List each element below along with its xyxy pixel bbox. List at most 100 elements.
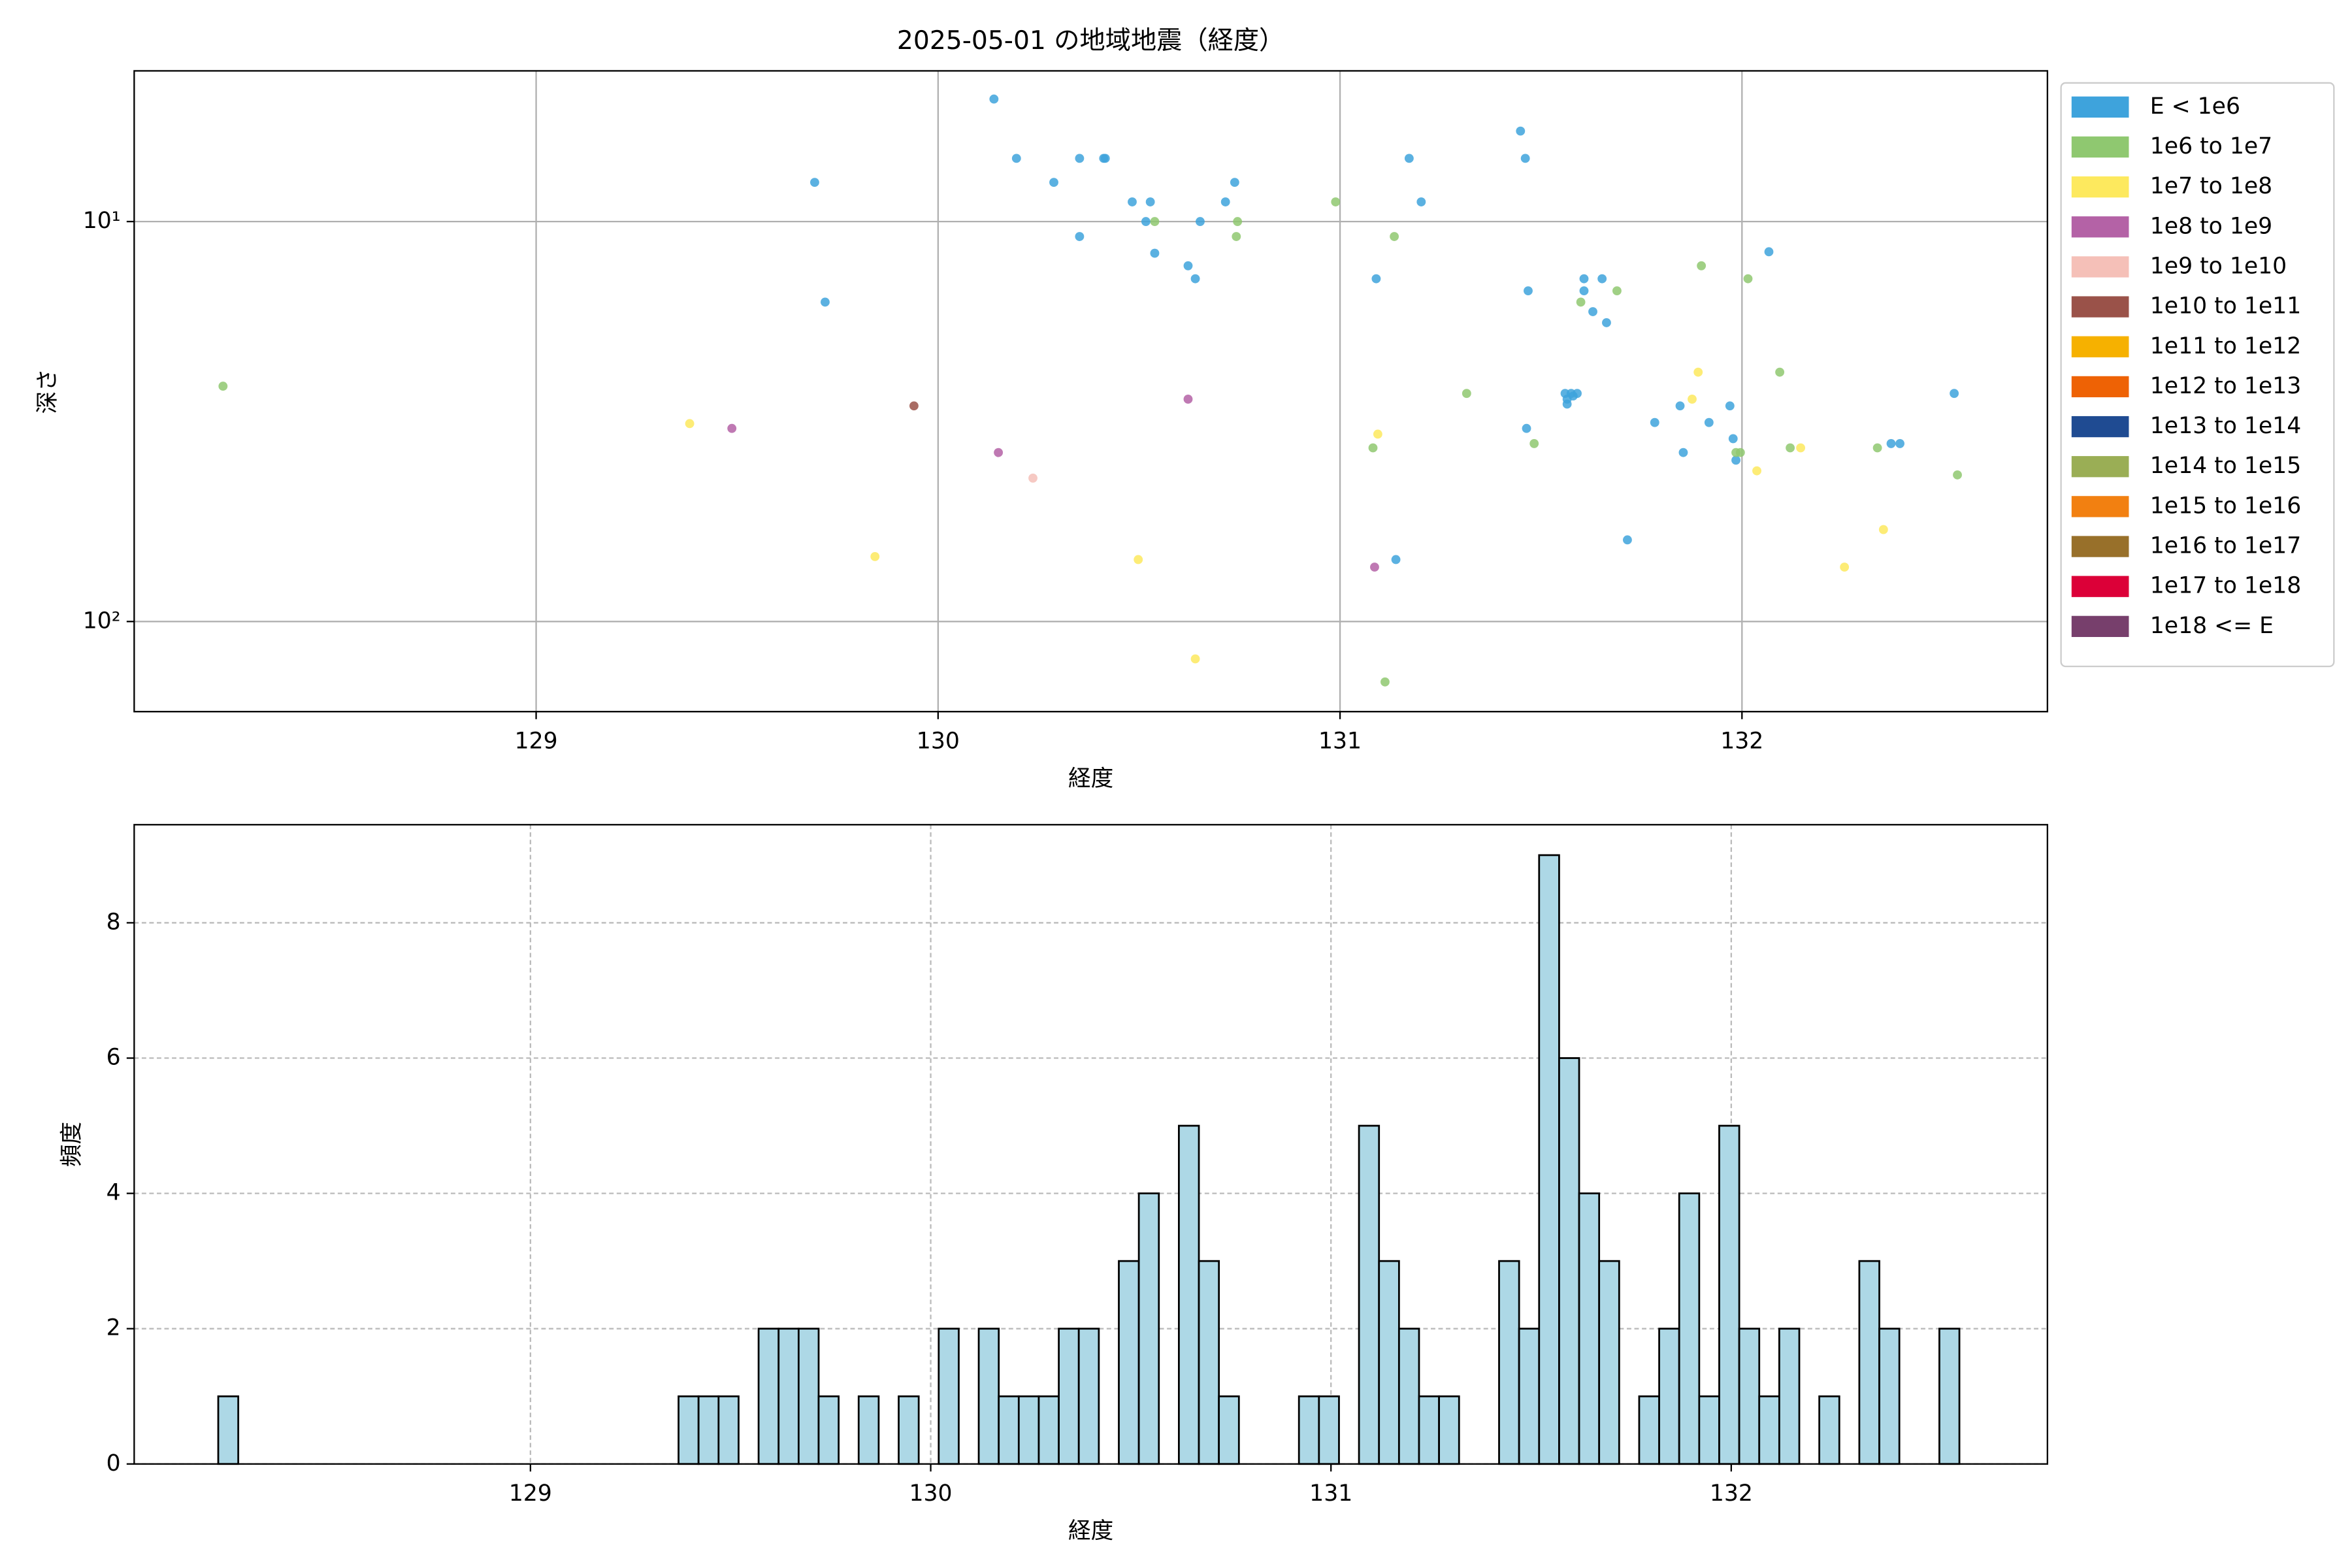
- legend-label: 1e6 to 1e7: [2150, 133, 2272, 159]
- point: [1950, 389, 1959, 399]
- bar: [1638, 1395, 1660, 1465]
- point: [1368, 443, 1378, 453]
- bar: [1218, 1395, 1240, 1465]
- point: [1579, 274, 1589, 284]
- point: [1150, 248, 1160, 258]
- x-tick-label: 130: [909, 1480, 953, 1507]
- point: [1232, 232, 1241, 241]
- legend-label: 1e18 <= E: [2150, 613, 2274, 639]
- legend-label: 1e15 to 1e16: [2150, 493, 2301, 519]
- point: [1678, 448, 1688, 457]
- legend-label: 1e9 to 1e10: [2150, 253, 2287, 279]
- point: [1953, 470, 1962, 480]
- point: [1650, 417, 1659, 427]
- y-tick-label: 6: [106, 1045, 121, 1071]
- point: [727, 423, 737, 433]
- point: [1840, 563, 1850, 572]
- point: [1028, 473, 1037, 483]
- bar: [1418, 1395, 1441, 1465]
- bar: [1778, 1328, 1801, 1465]
- bar: [1198, 1260, 1220, 1465]
- point: [1895, 439, 1904, 448]
- point: [1524, 286, 1533, 296]
- point: [1688, 395, 1697, 404]
- bar: [1518, 1328, 1541, 1465]
- point: [1145, 197, 1155, 206]
- plot-frame: [133, 824, 2048, 1465]
- point: [1391, 555, 1401, 564]
- bar: [1298, 1395, 1320, 1465]
- bar: [797, 1328, 820, 1465]
- point: [1049, 178, 1058, 188]
- chart-title: 2025-05-01 の地域地震（経度）: [897, 26, 1284, 56]
- y-tick-label: 0: [106, 1450, 121, 1477]
- point: [1675, 401, 1685, 411]
- bar: [678, 1395, 700, 1465]
- bar: [1137, 1192, 1160, 1465]
- point: [1141, 217, 1151, 227]
- point: [1775, 367, 1785, 377]
- point: [1516, 126, 1526, 136]
- point: [1562, 399, 1572, 409]
- bar: [1538, 854, 1560, 1465]
- legend-label: 1e11 to 1e12: [2150, 333, 2301, 359]
- bar: [1878, 1328, 1901, 1465]
- point: [1371, 274, 1381, 284]
- legend-swatch: [2071, 576, 2129, 597]
- x-tick-label: 130: [917, 728, 960, 754]
- bar: [1397, 1328, 1420, 1465]
- point: [1697, 261, 1707, 270]
- bar: [1178, 1124, 1200, 1465]
- point: [1011, 154, 1021, 163]
- x-axis-label: 経度: [1068, 1518, 1113, 1544]
- bar: [1578, 1192, 1601, 1465]
- point: [1872, 443, 1882, 453]
- point: [810, 178, 819, 188]
- legend-swatch: [2071, 376, 2129, 398]
- bar: [977, 1328, 1000, 1465]
- y-tick-label: 10²: [83, 608, 121, 634]
- bar: [938, 1328, 960, 1465]
- legend-label: 1e13 to 1e14: [2150, 413, 2301, 439]
- y-axis-label: 頻度: [59, 1122, 85, 1167]
- bar: [1658, 1328, 1680, 1465]
- point: [1404, 154, 1414, 163]
- point: [1522, 423, 1531, 433]
- point: [1150, 217, 1160, 227]
- point: [1568, 391, 1578, 401]
- point: [1612, 286, 1622, 296]
- legend-swatch: [2071, 176, 2129, 198]
- legend-swatch: [2071, 216, 2129, 238]
- point: [821, 297, 830, 307]
- legend-swatch: [2071, 456, 2129, 478]
- point: [1190, 654, 1200, 664]
- x-axis-label: 経度: [1068, 766, 1113, 792]
- point: [1764, 247, 1774, 257]
- legend-swatch: [2071, 496, 2129, 517]
- point: [1075, 232, 1085, 241]
- bar: [1058, 1328, 1080, 1465]
- x-tick-label: 129: [515, 728, 558, 754]
- bar: [1558, 1057, 1580, 1465]
- point: [1576, 297, 1586, 307]
- bar: [817, 1395, 840, 1465]
- bar: [1037, 1395, 1060, 1465]
- legend-label: 1e7 to 1e8: [2150, 173, 2272, 199]
- point: [1183, 395, 1193, 404]
- point: [218, 382, 228, 391]
- bar: [1498, 1260, 1520, 1465]
- point: [1743, 274, 1753, 284]
- point: [1623, 535, 1632, 545]
- point: [1597, 274, 1607, 284]
- point: [1728, 434, 1738, 444]
- legend-label: 1e10 to 1e11: [2150, 293, 2301, 319]
- bar: [898, 1395, 920, 1465]
- point: [1196, 217, 1205, 227]
- point: [1331, 197, 1341, 206]
- x-tick-label: 131: [1309, 1480, 1352, 1507]
- point: [1233, 217, 1243, 227]
- point: [1373, 429, 1382, 439]
- point: [1220, 197, 1230, 206]
- point: [1416, 197, 1426, 206]
